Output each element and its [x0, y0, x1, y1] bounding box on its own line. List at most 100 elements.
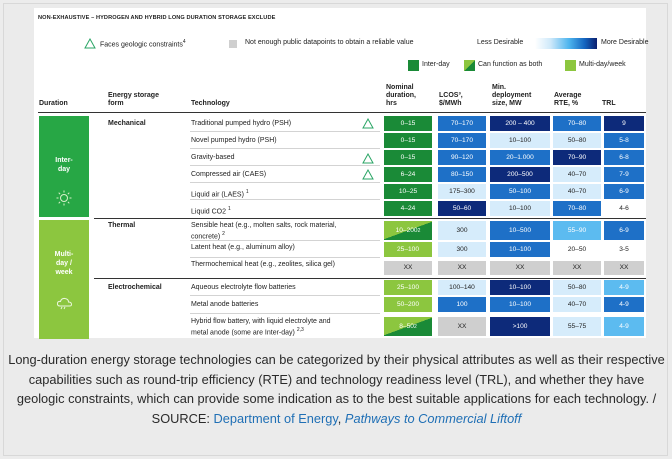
lcos-cell: 175–300 — [438, 184, 486, 199]
nominal-cell: 0–15 — [384, 133, 432, 148]
rte-cell: XX — [553, 261, 601, 275]
form-mechanical: Mechanical — [108, 120, 146, 127]
chart-heading: NON-EXHAUSTIVE – HYDROGEN AND HYBRID LON… — [38, 15, 276, 21]
header-form: Energy storage form — [108, 92, 159, 107]
tech-name: Traditional pumped hydro (PSH) — [191, 120, 292, 127]
tech-name: Compressed air (CAES) — [191, 171, 267, 178]
nominal-cell: XX — [384, 261, 432, 275]
min-size-cell: 200–500 — [490, 167, 550, 182]
tech-name: Latent heat (e.g., aluminum alloy) — [191, 244, 295, 251]
nominal-cell: 25–100 — [384, 280, 432, 295]
header-lcos: LCOS³, $/MWh — [439, 92, 463, 107]
table-row: Liquid CO2 1 — [190, 201, 380, 217]
table-row: Hybrid flow battery, with liquid electro… — [190, 315, 380, 338]
lcos-cell: 70–170 — [438, 133, 486, 148]
rte-cell: 50–80 — [553, 280, 601, 295]
tech-name: Liquid CO2 1 — [191, 206, 231, 216]
table-panel: NON-EXHAUSTIVE – HYDROGEN AND HYBRID LON… — [34, 8, 649, 339]
rte-cell: 20–50 — [553, 242, 601, 257]
rte-cell: 70–80 — [553, 201, 601, 216]
legend-less-desirable: Less Desirable — [477, 39, 524, 46]
tech-name: Metal anode batteries — [191, 301, 259, 308]
table-row: Metal anode batteries — [190, 297, 380, 314]
nominal-cell: 50–200 — [384, 297, 432, 312]
lcos-cell: 100 — [438, 297, 486, 312]
group-multi-day-label: Multi-day / week — [54, 251, 74, 276]
sun-icon — [56, 190, 72, 206]
trl-cell: 6-9 — [604, 184, 644, 199]
cloud-icon — [56, 297, 73, 310]
lcos-cell: XX — [438, 261, 486, 275]
table-row: Aqueous electrolyte flow batteries — [190, 280, 380, 296]
lcos-cell: 50–60 — [438, 201, 486, 216]
legend-more-desirable: More Desirable — [601, 39, 649, 46]
header-duration: Duration — [39, 100, 68, 107]
min-size-cell: 10–100 — [490, 280, 550, 295]
rte-cell: 55–75 — [553, 317, 601, 336]
min-size-cell: 200 – 400 — [490, 116, 550, 131]
min-size-cell: 10–100 — [490, 201, 550, 216]
group-inter-day: Inter-day — [39, 116, 89, 217]
table-row: Latent heat (e.g., aluminum alloy) — [190, 242, 380, 258]
figure-frame: NON-EXHAUSTIVE – HYDROGEN AND HYBRID LON… — [3, 3, 668, 456]
rte-cell: 40–70 — [553, 184, 601, 199]
trl-cell: 6-8 — [604, 150, 644, 165]
nominal-cell: 4–24 — [384, 201, 432, 216]
trl-cell: 4-9 — [604, 317, 644, 336]
lcos-cell: 100–140 — [438, 280, 486, 295]
source-link-pathways[interactable]: Pathways to Commercial Liftoff — [344, 410, 522, 426]
legend-multi-day-swatch — [565, 60, 576, 71]
table-row: Thermochemical heat (e.g., zeolites, sil… — [190, 258, 380, 275]
min-size-cell: 10–100 — [490, 242, 550, 257]
min-size-cell: 10–100 — [490, 133, 550, 148]
legend-both-swatch — [464, 60, 475, 71]
lcos-cell: 300 — [438, 221, 486, 240]
table-row: Liquid air (LAES) 1 — [190, 184, 380, 200]
tech-name: Aqueous electrolyte flow batteries — [191, 284, 296, 291]
form-thermal: Thermal — [108, 222, 136, 229]
trl-cell: 5-8 — [604, 133, 644, 148]
lcos-cell: XX — [438, 317, 486, 336]
trl-cell: 4-9 — [604, 280, 644, 295]
legend-grey-swatch — [229, 40, 237, 48]
trl-cell: 3-5 — [604, 242, 644, 257]
min-size-cell: 50–100 — [490, 184, 550, 199]
trl-cell: 9 — [604, 116, 644, 131]
nominal-cell: 0–15 — [384, 116, 432, 131]
rte-cell: 40–70 — [553, 167, 601, 182]
trl-cell: 4-6 — [604, 201, 644, 216]
min-size-cell: XX — [490, 261, 550, 275]
lcos-cell: 70–170 — [438, 116, 486, 131]
min-size-cell: 20–1.000 — [490, 150, 550, 165]
table-row: Traditional pumped hydro (PSH) — [190, 116, 380, 132]
group-inter-day-label: Inter-day — [55, 157, 73, 173]
tech-name: Liquid air (LAES) 1 — [191, 189, 249, 199]
geologic-triangle-icon — [362, 153, 374, 164]
legend-both: Can function as both — [478, 61, 543, 68]
tech-name: Gravity-based — [191, 154, 235, 161]
min-size-cell: >100 — [490, 317, 550, 336]
geologic-triangle-icon — [362, 118, 374, 129]
section-divider — [94, 278, 646, 279]
form-electrochemical: Electrochemical — [108, 284, 162, 291]
tech-name: Novel pumped hydro (PSH) — [191, 137, 277, 144]
tech-name: Sensible heat (e.g., molten salts, rock … — [191, 222, 337, 241]
table-row: Compressed air (CAES) — [190, 167, 380, 183]
legend-inter-day: Inter-day — [422, 61, 450, 68]
nominal-cell: 6–24 — [384, 167, 432, 182]
source-link-doe[interactable]: Department of Energy — [213, 410, 338, 426]
header-technology: Technology — [191, 100, 230, 107]
legend-not-enough: Not enough public datapoints to obtain a… — [245, 39, 414, 46]
header-nominal: Nominal duration, hrs — [386, 84, 416, 107]
header-min-size: Min. deployment size, MW — [492, 84, 532, 107]
lcos-cell: 90–120 — [438, 150, 486, 165]
geologic-triangle-icon — [362, 169, 374, 180]
tech-name: Thermochemical heat (e.g., zeolites, sil… — [191, 261, 335, 268]
nominal-cell: 8–50 2 — [384, 317, 432, 336]
legend-geologic: Faces geologic constraints4 — [100, 39, 186, 49]
nominal-cell: 0–15 — [384, 150, 432, 165]
lcos-cell: 300 — [438, 242, 486, 257]
min-size-cell: 10–500 — [490, 221, 550, 240]
trl-cell: 4-9 — [604, 297, 644, 312]
nominal-cell: 10–200 2 — [384, 221, 432, 240]
